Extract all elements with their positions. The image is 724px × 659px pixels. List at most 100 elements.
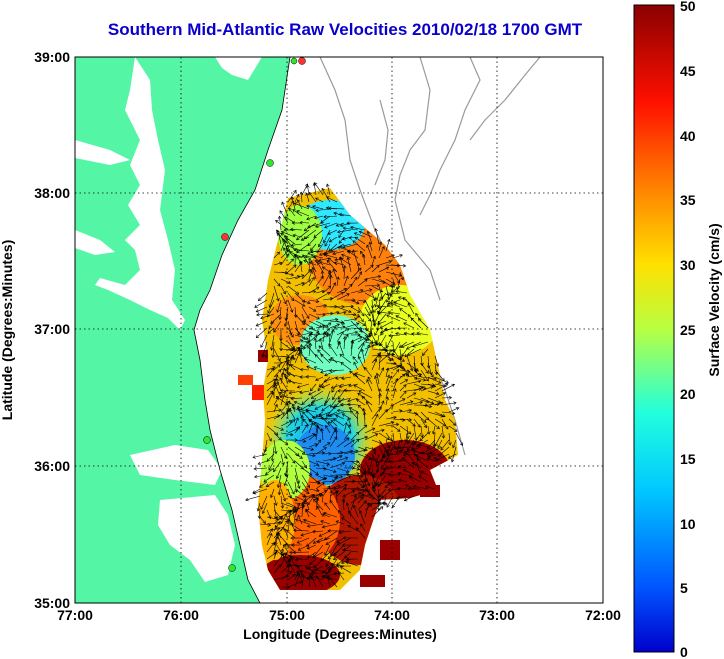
current-vector-arrow	[310, 260, 317, 273]
current-vector-arrow	[359, 510, 366, 525]
current-vector-arrowhead	[296, 502, 301, 507]
current-vector-arrowhead	[313, 498, 317, 503]
current-vector-arrowhead	[375, 460, 379, 464]
current-vector-arrow	[392, 432, 396, 449]
current-vector-arrowhead	[394, 446, 399, 451]
current-vector-arrow	[420, 369, 429, 382]
current-vector-arrowhead	[314, 259, 318, 264]
current-vector-arrow	[328, 565, 338, 570]
current-vector-arrowhead	[299, 351, 303, 355]
current-vector-arrow	[336, 222, 345, 227]
chesapeake-bay	[95, 57, 185, 330]
current-vector-arrowhead	[406, 440, 411, 445]
current-vector-arrow	[406, 392, 417, 399]
current-vector-arrowhead	[418, 475, 422, 479]
current-vector-arrowhead	[403, 322, 407, 326]
current-vector-arrow	[367, 460, 373, 475]
current-vector-arrow	[343, 544, 352, 552]
current-vector-arrow	[287, 502, 300, 510]
current-vector-arrow	[397, 488, 408, 490]
current-vector-arrow	[317, 383, 324, 391]
current-vector-arrow	[427, 418, 440, 430]
current-vector-arrowhead	[370, 305, 375, 309]
current-vector-arrowhead	[341, 543, 346, 547]
current-vector-arrow	[279, 216, 282, 231]
current-vector-arrow	[329, 311, 340, 315]
current-vector-arrow	[315, 467, 327, 470]
current-vector-arrowhead	[404, 450, 408, 454]
current-vector-arrow	[310, 243, 317, 251]
current-vector-arrowhead	[326, 196, 330, 200]
current-vector-arrow	[416, 332, 429, 336]
current-vector-arrowhead	[290, 334, 294, 338]
current-vector-arrow	[406, 425, 409, 439]
current-vector-arrow	[348, 383, 359, 387]
radar-station-marker	[228, 564, 236, 572]
current-vector-arrowhead	[372, 255, 376, 260]
current-vector-arrowhead	[347, 250, 352, 254]
current-vector-arrow	[329, 320, 344, 323]
current-vector-arrow	[322, 565, 331, 574]
current-vector-arrowhead	[412, 442, 416, 446]
current-vector-arrowhead	[291, 406, 296, 411]
current-vector-arrow	[279, 210, 289, 224]
current-vector-arrow	[364, 299, 372, 314]
current-vector-arrowhead	[270, 347, 274, 351]
current-vector-arrowhead	[313, 254, 317, 259]
current-vector-arrowhead	[342, 226, 347, 231]
current-vector-arrow	[342, 499, 345, 511]
current-vector-arrow	[357, 263, 360, 273]
current-vector-arrow	[364, 341, 378, 346]
current-vector-arrow	[350, 488, 365, 492]
current-vector-arrow	[386, 292, 394, 303]
current-vector-arrowhead	[300, 533, 305, 537]
current-vector-arrowhead	[290, 557, 294, 561]
current-vector-arrow	[260, 334, 268, 348]
current-vector-arrowhead	[275, 475, 280, 480]
current-vector-arrowhead	[363, 500, 367, 504]
current-vector-arrow	[378, 241, 382, 252]
current-vector-arrowhead	[339, 353, 344, 358]
current-vector-arrowhead	[293, 264, 297, 268]
current-vector-arrow	[294, 446, 306, 454]
current-vector-arrowhead	[376, 304, 380, 309]
current-vector-arrowhead	[445, 380, 449, 384]
current-vector-arrow	[352, 356, 359, 364]
current-vector-arrow	[301, 291, 316, 294]
current-vector-arrowhead	[313, 564, 317, 569]
current-vector-arrow	[451, 446, 457, 462]
current-vector-arrow	[336, 306, 352, 313]
current-vector-arrowhead	[335, 317, 339, 322]
current-vector-arrow	[434, 392, 446, 399]
current-vector-arrow	[337, 410, 352, 413]
current-vector-arrow	[301, 453, 316, 457]
current-vector-arrowhead	[316, 249, 320, 253]
current-vector-arrow	[357, 313, 364, 322]
current-vector-arrowhead	[292, 233, 297, 238]
current-vector-arrow	[300, 192, 303, 203]
current-vector-arrowhead	[370, 264, 374, 268]
current-vector-arrowhead	[318, 533, 323, 537]
current-vector-arrowhead	[415, 312, 419, 317]
current-vector-arrowhead	[365, 400, 370, 405]
current-vector-arrow	[413, 397, 430, 403]
current-vector-arrow	[405, 484, 415, 490]
current-vector-arrow	[429, 446, 443, 454]
current-vector-arrowhead	[420, 386, 425, 390]
current-vector-arrow	[357, 481, 365, 489]
current-vector-arrowhead	[345, 469, 350, 473]
current-vector-arrow	[306, 193, 310, 203]
colorbar-tick-label: 10	[680, 516, 696, 532]
current-vector-arrow	[350, 306, 361, 313]
current-vector-arrow	[413, 362, 417, 373]
current-vector-arrowhead	[388, 333, 392, 338]
current-vector-arrow	[322, 266, 331, 273]
current-vector-arrow	[337, 229, 352, 233]
current-vector-arrowhead	[278, 261, 283, 266]
current-vector-arrow	[311, 576, 317, 588]
current-vector-arrowhead	[296, 385, 301, 389]
current-vector-arrow	[385, 446, 401, 453]
current-vector-arrowhead	[394, 378, 399, 382]
current-vector-arrow	[385, 239, 390, 252]
current-vector-arrow	[381, 446, 387, 462]
